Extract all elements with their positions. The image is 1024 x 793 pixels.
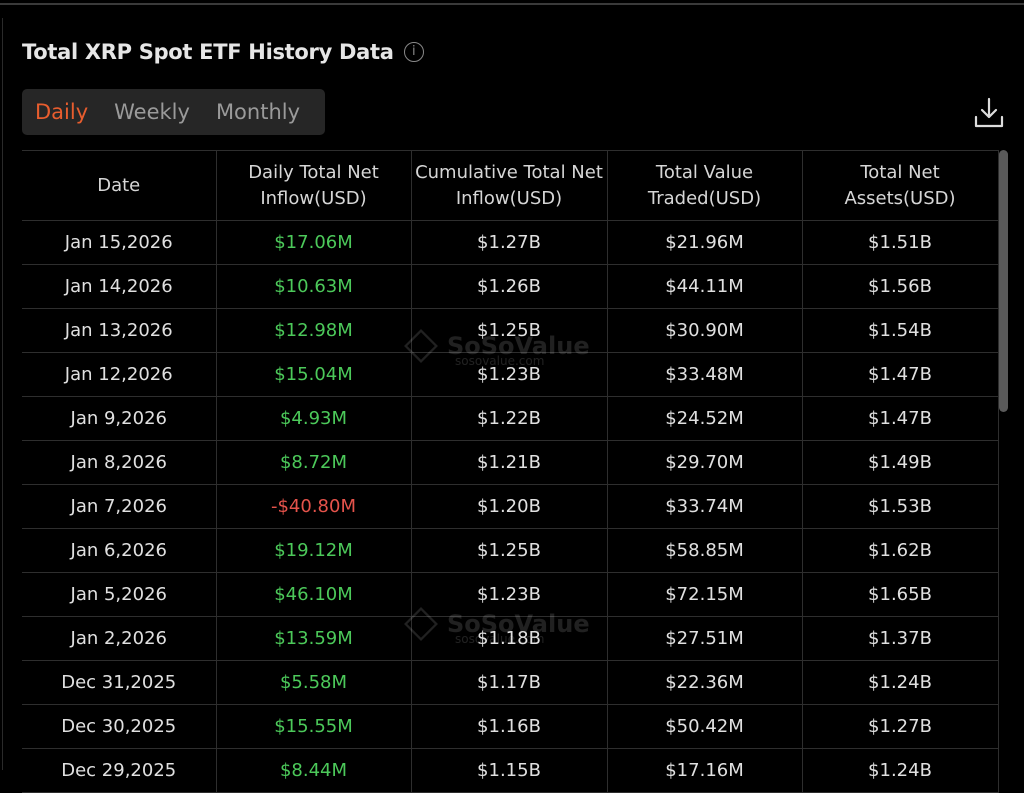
table-row: Jan 15,2026$17.06M$1.27B$21.96M$1.51B (22, 221, 998, 265)
column-header: Daily Total Net Inflow(USD) (216, 151, 411, 221)
title-text: Total XRP Spot ETF History Data (22, 40, 394, 64)
date-cell: Dec 30,2025 (22, 705, 216, 749)
value-traded-cell: $30.90M (607, 309, 802, 353)
value-traded-cell: $29.70M (607, 441, 802, 485)
date-cell: Jan 9,2026 (22, 397, 216, 441)
daily-net-inflow-cell: -$40.80M (216, 485, 411, 529)
value-traded-cell: $58.85M (607, 529, 802, 573)
daily-net-inflow-cell: $46.10M (216, 573, 411, 617)
date-cell: Jan 15,2026 (22, 221, 216, 265)
value-traded-cell: $17.16M (607, 749, 802, 793)
table-row: Dec 30,2025$15.55M$1.16B$50.42M$1.27B (22, 705, 998, 749)
cumulative-net-inflow-cell: $1.25B (411, 309, 607, 353)
table-row: Jan 6,2026$19.12M$1.25B$58.85M$1.62B (22, 529, 998, 573)
net-assets-cell: $1.24B (802, 749, 998, 793)
value-traded-cell: $27.51M (607, 617, 802, 661)
date-cell: Jan 2,2026 (22, 617, 216, 661)
period-tabs: Daily Weekly Monthly (22, 89, 325, 135)
net-assets-cell: $1.54B (802, 309, 998, 353)
table-row: Jan 8,2026$8.72M$1.21B$29.70M$1.49B (22, 441, 998, 485)
cumulative-net-inflow-cell: $1.18B (411, 617, 607, 661)
value-traded-cell: $22.36M (607, 661, 802, 705)
date-cell: Jan 14,2026 (22, 265, 216, 309)
value-traded-cell: $72.15M (607, 573, 802, 617)
table-row: Dec 29,2025$8.44M$1.15B$17.16M$1.24B (22, 749, 998, 793)
column-header: Cumulative Total Net Inflow(USD) (411, 151, 607, 221)
net-assets-cell: $1.56B (802, 265, 998, 309)
net-assets-cell: $1.53B (802, 485, 998, 529)
value-traded-cell: $33.74M (607, 485, 802, 529)
daily-net-inflow-cell: $10.63M (216, 265, 411, 309)
scrollbar-thumb[interactable] (999, 150, 1008, 412)
cumulative-net-inflow-cell: $1.23B (411, 573, 607, 617)
daily-net-inflow-cell: $4.93M (216, 397, 411, 441)
table-row: Jan 5,2026$46.10M$1.23B$72.15M$1.65B (22, 573, 998, 617)
cumulative-net-inflow-cell: $1.20B (411, 485, 607, 529)
cumulative-net-inflow-cell: $1.15B (411, 749, 607, 793)
download-icon[interactable] (974, 97, 1004, 129)
date-cell: Jan 12,2026 (22, 353, 216, 397)
daily-net-inflow-cell: $5.58M (216, 661, 411, 705)
table-row: Jan 14,2026$10.63M$1.26B$44.11M$1.56B (22, 265, 998, 309)
net-assets-cell: $1.65B (802, 573, 998, 617)
panel-title: Total XRP Spot ETF History Data i (22, 40, 424, 64)
table-row: Jan 7,2026-$40.80M$1.20B$33.74M$1.53B (22, 485, 998, 529)
date-cell: Jan 13,2026 (22, 309, 216, 353)
info-circle-icon[interactable]: i (404, 42, 424, 62)
column-header: Total Value Traded(USD) (607, 151, 802, 221)
table-row: Jan 13,2026$12.98M$1.25B$30.90M$1.54B (22, 309, 998, 353)
value-traded-cell: $44.11M (607, 265, 802, 309)
table-row: Dec 31,2025$5.58M$1.17B$22.36M$1.24B (22, 661, 998, 705)
net-assets-cell: $1.51B (802, 221, 998, 265)
column-header: Total Net Assets(USD) (802, 151, 998, 221)
value-traded-cell: $21.96M (607, 221, 802, 265)
daily-net-inflow-cell: $8.72M (216, 441, 411, 485)
daily-net-inflow-cell: $15.55M (216, 705, 411, 749)
date-cell: Jan 5,2026 (22, 573, 216, 617)
net-assets-cell: $1.24B (802, 661, 998, 705)
cumulative-net-inflow-cell: $1.23B (411, 353, 607, 397)
net-assets-cell: $1.27B (802, 705, 998, 749)
net-assets-cell: $1.49B (802, 441, 998, 485)
cumulative-net-inflow-cell: $1.22B (411, 397, 607, 441)
cumulative-net-inflow-cell: $1.21B (411, 441, 607, 485)
tab-monthly[interactable]: Monthly (203, 100, 313, 124)
table-row: Jan 2,2026$13.59M$1.18B$27.51M$1.37B (22, 617, 998, 661)
value-traded-cell: $33.48M (607, 353, 802, 397)
column-header: Date (22, 151, 216, 221)
table-header-row: DateDaily Total Net Inflow(USD)Cumulativ… (22, 151, 998, 221)
daily-net-inflow-cell: $15.04M (216, 353, 411, 397)
daily-net-inflow-cell: $19.12M (216, 529, 411, 573)
table-row: Jan 12,2026$15.04M$1.23B$33.48M$1.47B (22, 353, 998, 397)
daily-net-inflow-cell: $17.06M (216, 221, 411, 265)
daily-net-inflow-cell: $12.98M (216, 309, 411, 353)
top-divider (0, 3, 1024, 5)
net-assets-cell: $1.37B (802, 617, 998, 661)
cumulative-net-inflow-cell: $1.27B (411, 221, 607, 265)
daily-net-inflow-cell: $8.44M (216, 749, 411, 793)
cumulative-net-inflow-cell: $1.25B (411, 529, 607, 573)
etf-history-table: DateDaily Total Net Inflow(USD)Cumulativ… (22, 150, 999, 793)
cumulative-net-inflow-cell: $1.26B (411, 265, 607, 309)
tab-daily[interactable]: Daily (22, 100, 101, 124)
date-cell: Dec 29,2025 (22, 749, 216, 793)
left-divider (2, 18, 3, 770)
value-traded-cell: $50.42M (607, 705, 802, 749)
daily-net-inflow-cell: $13.59M (216, 617, 411, 661)
tab-weekly[interactable]: Weekly (101, 100, 203, 124)
date-cell: Jan 8,2026 (22, 441, 216, 485)
date-cell: Jan 7,2026 (22, 485, 216, 529)
value-traded-cell: $24.52M (607, 397, 802, 441)
cumulative-net-inflow-cell: $1.17B (411, 661, 607, 705)
date-cell: Dec 31,2025 (22, 661, 216, 705)
table-row: Jan 9,2026$4.93M$1.22B$24.52M$1.47B (22, 397, 998, 441)
net-assets-cell: $1.62B (802, 529, 998, 573)
date-cell: Jan 6,2026 (22, 529, 216, 573)
net-assets-cell: $1.47B (802, 353, 998, 397)
net-assets-cell: $1.47B (802, 397, 998, 441)
cumulative-net-inflow-cell: $1.16B (411, 705, 607, 749)
